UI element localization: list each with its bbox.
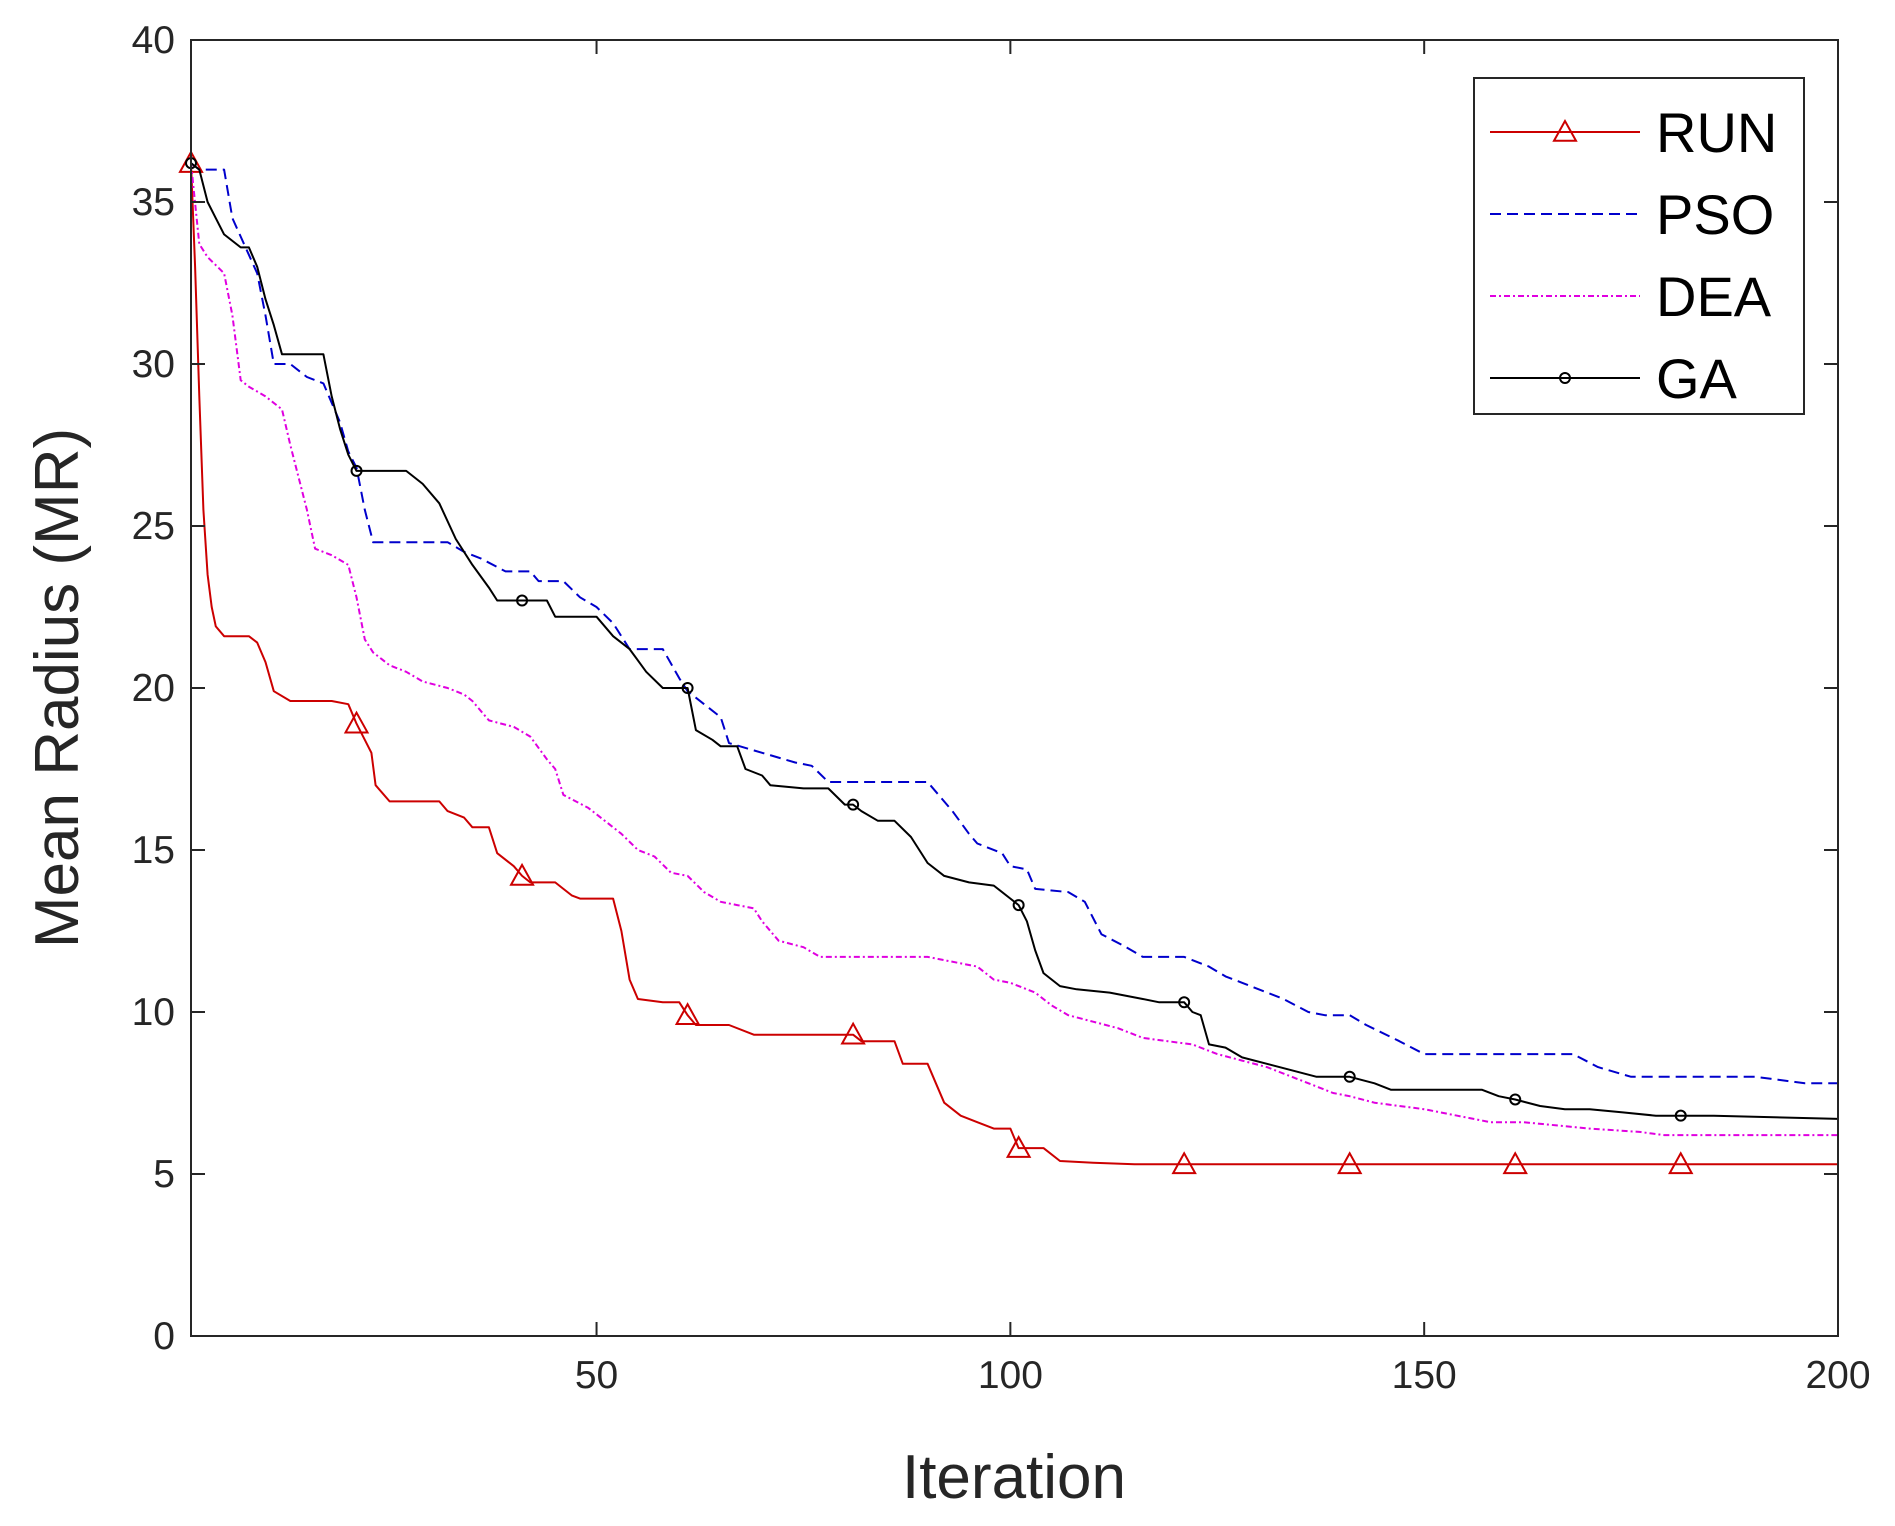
- data-point-run: [674, 1002, 701, 1026]
- data-point-run: [840, 1021, 866, 1045]
- series-dea: [190, 162, 1838, 1137]
- y-tick-label: 20: [132, 667, 175, 710]
- data-point-ga: [1343, 1070, 1356, 1083]
- legend-label-run: RUN: [1656, 101, 1777, 164]
- series-line-dea: [190, 162, 1838, 1137]
- legend-entry-ga: GA: [1490, 347, 1738, 410]
- x-tick-label: 200: [1805, 1354, 1870, 1397]
- legend: RUN PSO DEA GA: [1473, 77, 1805, 415]
- y-tick-label: 25: [132, 505, 175, 548]
- y-tick-label: 40: [132, 19, 175, 62]
- data-point-ga: [350, 464, 363, 477]
- series-ga: [185, 157, 1839, 1122]
- data-point-ga: [1674, 1109, 1687, 1122]
- data-point-run: [509, 862, 535, 886]
- series-pso: [190, 162, 1838, 1085]
- data-point-run: [1502, 1151, 1528, 1175]
- x-tick-label: 50: [575, 1354, 618, 1397]
- legend-entry-pso: PSO: [1490, 183, 1774, 246]
- data-point-run: [1668, 1151, 1694, 1175]
- series-line-pso: [190, 162, 1838, 1085]
- y-tick-label: 0: [153, 1315, 175, 1358]
- data-point-run: [1336, 1151, 1363, 1175]
- data-point-ga: [1178, 996, 1191, 1009]
- x-axis-title: Iteration: [902, 1443, 1126, 1512]
- legend-marker-run: [1552, 118, 1578, 142]
- data-point-ga: [847, 798, 860, 811]
- data-point-run: [343, 710, 370, 734]
- series-layer: [178, 150, 1839, 1175]
- x-tick-label: 100: [978, 1354, 1043, 1397]
- legend-entry-run: RUN: [1490, 101, 1777, 164]
- legend-entry-dea: DEA: [1490, 265, 1772, 328]
- legend-entries: RUN PSO DEA GA: [1490, 101, 1777, 410]
- legend-label-dea: DEA: [1656, 265, 1772, 328]
- x-tick-label: 150: [1392, 1354, 1457, 1397]
- tick-layer: 0 5 10 15 20 25 30 35 40 50 100 150 200: [132, 19, 1871, 1397]
- y-tick-label: 30: [132, 343, 175, 386]
- y-tick-label: 10: [132, 991, 175, 1034]
- data-point-ga: [1509, 1093, 1522, 1106]
- y-tick-label: 15: [132, 829, 175, 872]
- data-point-ga: [681, 682, 694, 694]
- series-line-run: [190, 163, 1838, 1166]
- data-point-run: [1171, 1151, 1197, 1175]
- data-point-ga: [516, 594, 529, 607]
- y-tick-label: 5: [153, 1153, 175, 1196]
- series-run: [178, 150, 1838, 1175]
- y-axis-title: Mean Radius (MR): [23, 428, 92, 948]
- legend-label-ga: GA: [1656, 347, 1738, 410]
- data-point-run: [1005, 1135, 1032, 1158]
- y-tick-label: 35: [132, 181, 175, 224]
- legend-label-pso: PSO: [1656, 183, 1774, 246]
- legend-box: [1473, 77, 1805, 415]
- legend-marker-ga: [1559, 372, 1571, 384]
- data-point-ga: [1012, 899, 1025, 912]
